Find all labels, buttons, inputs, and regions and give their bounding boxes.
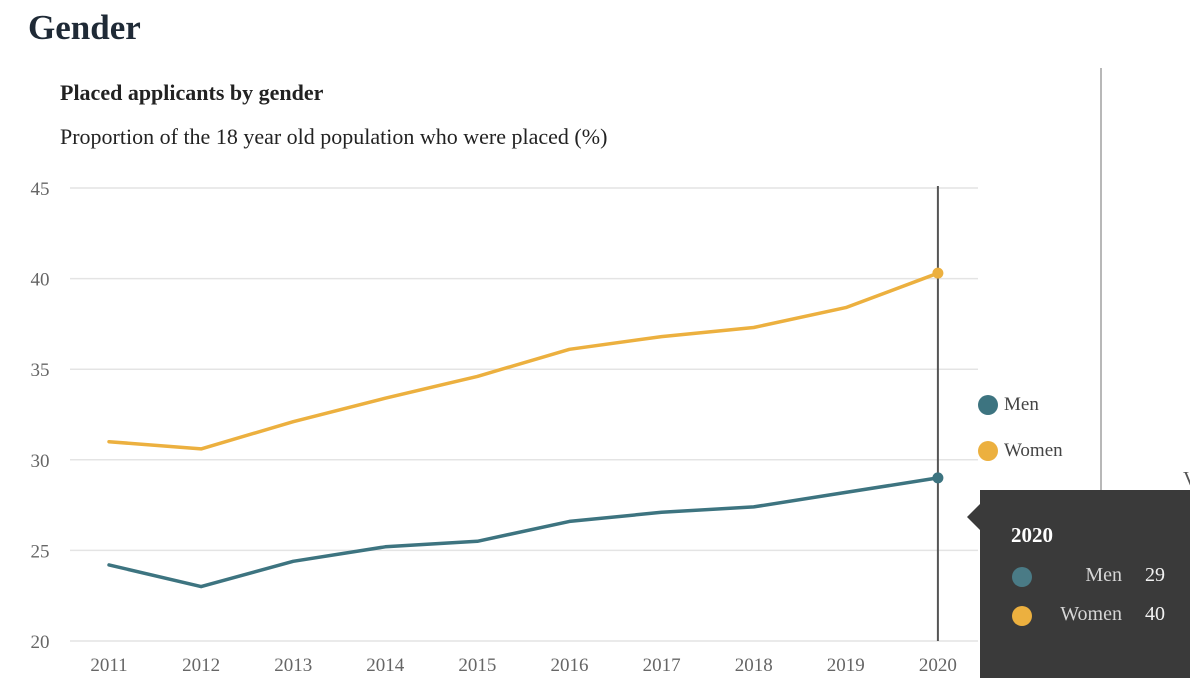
legend-label-men: Men [1004, 394, 1039, 415]
x-tick-label: 2019 [827, 655, 865, 676]
x-tick-label: 2011 [90, 655, 127, 676]
x-tick-label: 2013 [274, 655, 312, 676]
series-line-men [107, 476, 940, 589]
tooltip-label-men: Men [1085, 564, 1122, 586]
x-tick-label: 2016 [551, 655, 589, 676]
x-tick-label: 2012 [182, 655, 220, 676]
data-point-women-2020 [932, 267, 944, 279]
section-title: Gender [28, 8, 141, 47]
y-tick-label: 45 [31, 179, 50, 200]
data-point-men-2020 [932, 472, 944, 484]
tooltip-value-men: 29 [1145, 564, 1165, 586]
y-tick-label: 40 [31, 270, 50, 291]
tooltip-value-women: 40 [1145, 603, 1165, 625]
data-tooltip: 2020 Men 29 Women 40 [967, 490, 1190, 678]
legend-item-men[interactable]: Men [978, 393, 1063, 417]
chart-subtitle: Proportion of the 18 year old population… [60, 124, 608, 149]
x-tick-label: 2020 [919, 655, 957, 676]
legend-swatch-women [978, 441, 998, 461]
tooltip-row-men: Men 29 [1010, 564, 1190, 590]
y-tick-label: 30 [31, 451, 50, 472]
clipped-edge-text: V [1183, 468, 1190, 491]
tooltip-pointer [967, 504, 980, 530]
series-line-women [107, 271, 940, 451]
chart-legend: Men Women [978, 393, 1063, 485]
chart-title: Placed applicants by gender [60, 80, 324, 105]
legend-label-women: Women [1004, 440, 1063, 461]
legend-swatch-men [978, 395, 998, 415]
tooltip-swatch-women [1012, 606, 1032, 626]
x-tick-label: 2017 [643, 655, 681, 676]
tooltip-label-women: Women [1060, 603, 1122, 625]
y-tick-label: 20 [31, 632, 50, 653]
x-tick-label: 2018 [735, 655, 773, 676]
y-tick-label: 25 [31, 541, 50, 562]
tooltip-year: 2020 [1011, 523, 1053, 547]
panel-divider [1100, 68, 1102, 678]
tooltip-swatch-men [1012, 567, 1032, 587]
legend-item-women[interactable]: Women [978, 439, 1063, 463]
x-tick-label: 2015 [458, 655, 496, 676]
x-tick-label: 2014 [366, 655, 405, 676]
y-tick-label: 35 [31, 360, 50, 381]
tooltip-row-women: Women 40 [1010, 603, 1190, 629]
